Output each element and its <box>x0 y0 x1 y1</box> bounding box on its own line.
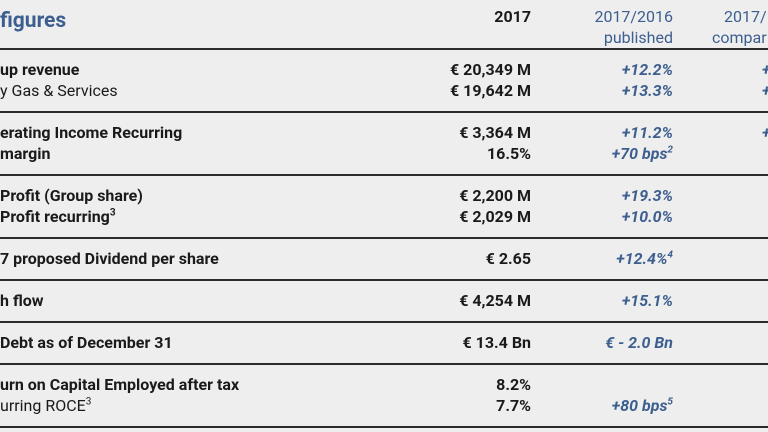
change-published-text: +10.0% <box>621 206 673 226</box>
change-published-text: +19.3% <box>621 186 673 205</box>
row-label: y Gas & Services <box>0 81 118 101</box>
row-label: margin <box>0 144 50 164</box>
change-published-text: +80 bps <box>611 395 668 415</box>
footnote-mark: 5 <box>667 396 673 408</box>
change-published: +15.1% <box>622 291 673 311</box>
change-published: +12.4%4 <box>616 249 673 269</box>
value-2017: 16.5% <box>486 143 531 163</box>
row-label-text: 7 proposed Dividend per share <box>0 249 219 268</box>
row-label-text: erating Income Recurring <box>0 123 183 142</box>
value-2017: € 20,349 M <box>450 60 531 79</box>
row-label: urn on Capital Employed after tax <box>0 375 239 395</box>
change-published-text: +13.3% <box>621 80 673 100</box>
row-label: urring ROCE3 <box>0 396 91 416</box>
change-comparable: + <box>762 60 768 80</box>
change-comparable: + <box>762 81 768 101</box>
row-label-text: up revenue <box>0 60 80 79</box>
separator <box>0 111 768 113</box>
row-label-text: Profit recurring <box>0 206 110 226</box>
change-published: +19.3% <box>622 186 673 206</box>
row-label: erating Income Recurring <box>0 123 182 143</box>
change-published: +70 bps2 <box>612 144 673 164</box>
separator <box>0 237 768 239</box>
change-published-text: +70 bps <box>611 143 668 163</box>
change-published: +11.2% <box>622 123 673 143</box>
row-label: Profit recurring3 <box>0 207 116 227</box>
change-published: +12.2% <box>622 60 673 80</box>
change-published-text: € - 2.0 Bn <box>605 333 673 352</box>
change-published: € - 2.0 Bn <box>605 333 673 353</box>
separator <box>0 174 768 176</box>
change-comparable: + <box>762 123 768 143</box>
separator <box>0 279 768 281</box>
separator <box>0 426 768 428</box>
value-2017: € 2,200 M <box>459 186 531 205</box>
change-published-text: +11.2% <box>621 123 673 142</box>
col-header: 2017 <box>494 7 531 26</box>
footnote-mark: 2 <box>667 144 673 156</box>
value-2017: € 19,642 M <box>450 80 531 100</box>
change-published: +10.0% <box>622 207 673 227</box>
row-label-text: urn on Capital Employed after tax <box>0 375 240 394</box>
value-2017: 7.7% <box>496 395 531 415</box>
row-label-text: y Gas & Services <box>0 80 118 100</box>
row-label-text: Debt as of December 31 <box>0 333 173 352</box>
value-2017: 8.2% <box>496 375 531 394</box>
title: figures <box>0 9 67 33</box>
row-label-text: margin <box>0 143 51 163</box>
footnote-mark: 4 <box>667 249 673 261</box>
value-2017: € 3,364 M <box>459 123 531 142</box>
row-label-text: urring ROCE <box>0 395 86 415</box>
change-published-text: +12.4% <box>616 249 668 268</box>
value-2017: € 13.4 Bn <box>462 333 532 352</box>
value-2017: € 2,029 M <box>459 206 531 226</box>
separator <box>0 321 768 323</box>
value-2017: € 4,254 M <box>459 291 531 310</box>
row-label: up revenue <box>0 60 79 80</box>
row-label-text: Profit (Group share) <box>0 186 143 205</box>
row-label: 7 proposed Dividend per share <box>0 249 219 269</box>
row-label-text: h flow <box>0 291 44 310</box>
change-published: +80 bps5 <box>612 396 673 416</box>
col-header: published <box>603 28 673 47</box>
separator <box>0 48 768 50</box>
col-header: compar <box>712 28 767 47</box>
col-header: 2017/ <box>724 7 767 26</box>
footnote-mark: 3 <box>109 207 116 219</box>
change-published: +13.3% <box>622 81 673 101</box>
row-label: Debt as of December 31 <box>0 333 173 353</box>
change-published-text: +12.2% <box>621 60 673 79</box>
row-label: h flow <box>0 291 44 311</box>
change-published-text: +15.1% <box>621 291 673 310</box>
col-header: 2017/2016 <box>594 7 673 26</box>
separator <box>0 363 768 365</box>
value-2017: € 2.65 <box>485 249 531 268</box>
row-label: Profit (Group share) <box>0 186 143 206</box>
footnote-mark: 3 <box>85 396 92 408</box>
